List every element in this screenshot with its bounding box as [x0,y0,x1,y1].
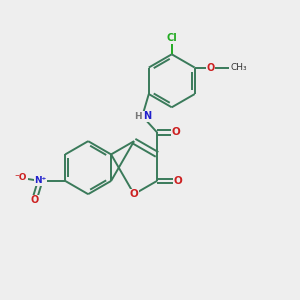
Text: Cl: Cl [167,33,177,43]
Text: O: O [130,189,138,199]
Text: O: O [207,63,215,73]
Text: O: O [30,195,38,205]
Text: O: O [172,127,181,137]
Text: ⁻O: ⁻O [15,173,27,182]
Text: N⁺: N⁺ [34,176,46,185]
Text: CH₃: CH₃ [230,63,247,72]
Text: O: O [173,176,182,186]
Text: N: N [142,111,151,121]
Text: H: H [134,112,142,121]
